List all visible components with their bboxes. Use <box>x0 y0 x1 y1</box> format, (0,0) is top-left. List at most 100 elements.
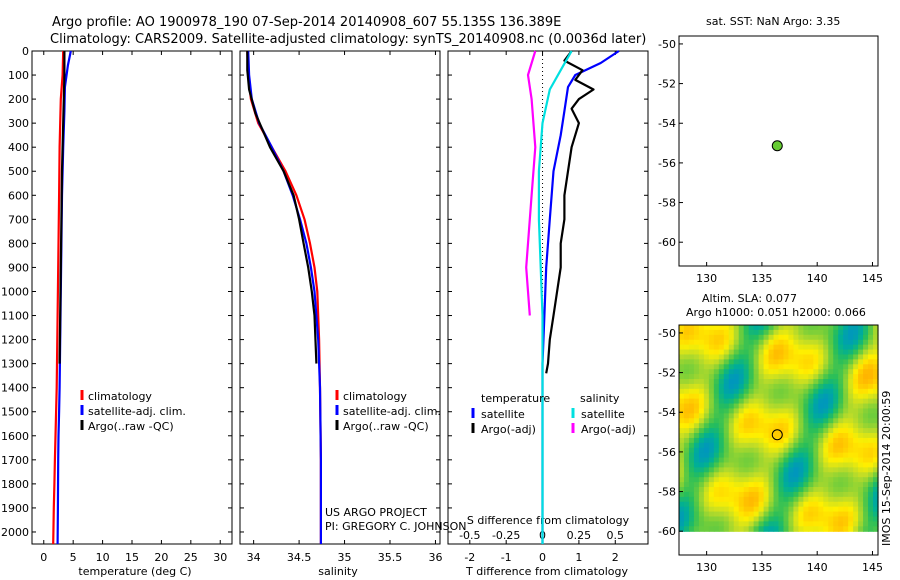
heatmap-cell <box>773 349 780 356</box>
heatmap-cell <box>863 393 869 400</box>
heatmap-cell <box>793 344 799 351</box>
heatmap-cell <box>783 354 790 360</box>
heatmap-cell <box>693 418 700 424</box>
heatmap-cell <box>758 423 765 429</box>
heatmap-cell <box>723 506 730 513</box>
heatmap-cell <box>693 487 700 493</box>
heatmap-cell <box>783 369 790 375</box>
heatmap-cell <box>873 447 879 454</box>
heatmap-cell <box>733 359 740 365</box>
heatmap-cell <box>843 447 849 454</box>
heatmap-cell <box>693 423 700 429</box>
heatmap-cell <box>798 462 804 468</box>
heatmap-cell <box>693 344 700 351</box>
heatmap-cell <box>693 428 700 434</box>
heatmap-cell <box>788 491 795 498</box>
heatmap-cell <box>838 354 844 360</box>
heatmap-cell <box>838 506 844 513</box>
heatmap-cell <box>803 442 809 449</box>
heatmap-cell <box>848 423 854 429</box>
heatmap-cell <box>718 369 725 375</box>
heatmap-cell <box>788 472 795 478</box>
heatmap-cell <box>868 433 874 439</box>
heatmap-cell <box>733 487 740 493</box>
heatmap-cell <box>693 369 700 375</box>
heatmap-cell <box>733 339 740 346</box>
heatmap-cell <box>748 467 755 473</box>
heatmap-cell <box>793 526 799 532</box>
heatmap-cell <box>758 433 765 439</box>
heatmap-cell <box>778 472 785 478</box>
heatmap-cell <box>793 428 799 434</box>
heatmap-cell <box>863 506 869 513</box>
heatmap-cell <box>743 413 750 419</box>
map-x-tick-label: 130 <box>696 561 717 574</box>
heatmap-cell <box>793 393 799 400</box>
heatmap-cell <box>868 364 874 370</box>
heatmap-cell <box>848 467 854 473</box>
heatmap-cell <box>793 413 799 419</box>
heatmap-cell <box>803 511 809 518</box>
heatmap-cell <box>813 428 819 434</box>
heatmap-cell <box>698 482 705 488</box>
heatmap-cell <box>778 325 785 331</box>
heatmap-cell <box>713 413 720 419</box>
heatmap-cell <box>718 388 725 395</box>
heatmap-cell <box>873 379 879 385</box>
heatmap-cell <box>753 496 760 503</box>
heatmap-cell <box>798 339 804 346</box>
heatmap-cell <box>818 496 824 503</box>
heatmap-cell <box>758 462 765 468</box>
heatmap-cell <box>753 329 760 336</box>
heatmap-cell <box>679 516 685 522</box>
heatmap-cell <box>773 398 780 405</box>
heatmap-cell <box>683 329 690 336</box>
heatmap-cell <box>723 477 730 483</box>
heatmap-cell <box>738 452 745 459</box>
heatmap-cell <box>768 369 775 375</box>
heatmap-cell <box>838 487 844 493</box>
heatmap-cell <box>738 329 745 336</box>
heatmap-cell <box>688 388 695 395</box>
heatmap-cell <box>793 437 799 444</box>
heatmap-cell <box>743 482 750 488</box>
heatmap-cell <box>728 403 735 410</box>
heatmap-cell <box>693 467 700 473</box>
heatmap-cell <box>783 388 790 395</box>
heatmap-cell <box>753 383 760 390</box>
heatmap-cell <box>768 437 775 444</box>
heatmap-cell <box>868 383 874 390</box>
heatmap-cell <box>828 491 834 498</box>
legend-label: satellite-adj. clim. <box>88 405 186 418</box>
heatmap-cell <box>868 511 874 518</box>
heatmap-cell <box>828 487 834 493</box>
heatmap-cell <box>723 413 730 419</box>
heatmap-cell <box>828 521 834 527</box>
heatmap-cell <box>683 477 690 483</box>
heatmap-cell <box>838 403 844 410</box>
heatmap-cell <box>718 339 725 346</box>
heatmap-cell <box>723 388 730 395</box>
heatmap-cell <box>708 496 715 503</box>
heatmap-cell <box>693 408 700 414</box>
heatmap-cell <box>738 369 745 375</box>
heatmap-cell <box>683 403 690 410</box>
heatmap-cell <box>733 364 740 370</box>
heatmap-cell <box>868 487 874 493</box>
heatmap-cell <box>728 477 735 483</box>
heatmap-cell <box>778 501 785 508</box>
heatmap-cell <box>828 511 834 518</box>
heatmap-cell <box>688 354 695 360</box>
legend-label: satellite <box>581 408 625 421</box>
heatmap-cell <box>743 452 750 459</box>
heatmap-cell <box>813 521 819 527</box>
heatmap-cell <box>778 462 785 468</box>
heatmap-cell <box>863 501 869 508</box>
heatmap-cell <box>873 487 879 493</box>
map-x-tick-label: 140 <box>807 272 828 285</box>
heatmap-cell <box>828 501 834 508</box>
heatmap-cell <box>768 403 775 410</box>
heatmap-cell <box>793 329 799 336</box>
heatmap-cell <box>723 359 730 365</box>
heatmap-cell <box>738 506 745 513</box>
